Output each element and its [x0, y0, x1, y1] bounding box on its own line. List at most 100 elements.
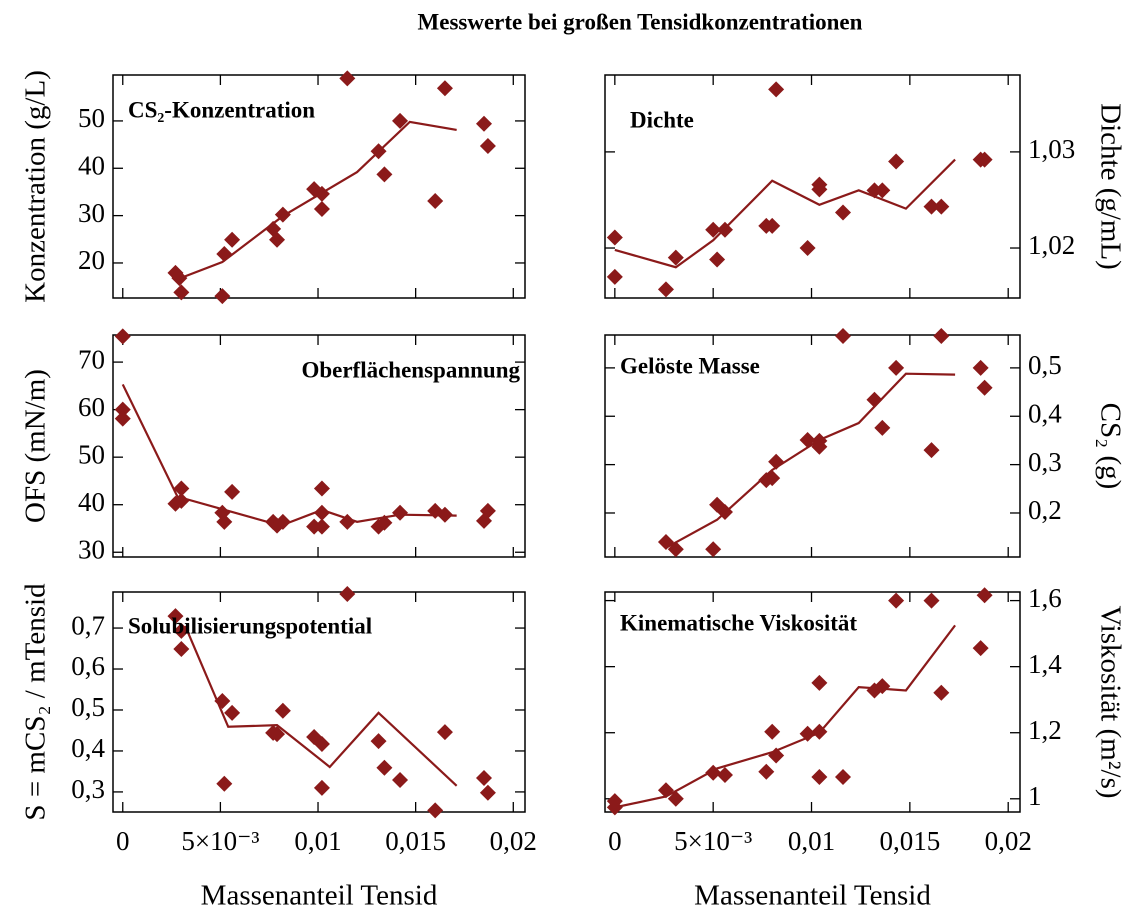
data-point [705, 221, 722, 238]
data-point [976, 379, 993, 396]
data-point [764, 217, 781, 234]
data-point [811, 674, 828, 691]
data-point [709, 251, 726, 268]
data-point [657, 281, 674, 298]
data-point [933, 684, 950, 701]
data-point [874, 182, 891, 199]
y-tick-label: 40 [78, 487, 105, 517]
plot-frame [112, 334, 526, 558]
data-point [888, 592, 905, 609]
x-tick-label: 0,01 [294, 826, 341, 856]
panel-annotation: Oberflächenspannung [301, 357, 520, 382]
data-point [811, 181, 828, 198]
data-point [933, 327, 950, 344]
y-tick-label: 40 [78, 150, 105, 180]
plot-frame [604, 74, 1021, 299]
y-tick-label: 0,4 [1028, 398, 1062, 428]
fit-line [614, 624, 956, 809]
y-axis-label: OFS (mN/m) [20, 369, 52, 523]
y-tick-label: 0,5 [1028, 350, 1062, 380]
data-point [479, 502, 496, 519]
data-point [339, 586, 356, 603]
data-point [269, 726, 286, 743]
data-point [976, 587, 993, 604]
fit-line [665, 372, 956, 549]
data-point [167, 608, 184, 625]
data-point [392, 112, 409, 129]
data-point [376, 759, 393, 776]
data-point [370, 733, 387, 750]
data-point [834, 204, 851, 221]
panel-annotation: Gelöste Masse [620, 353, 760, 378]
data-point [173, 640, 190, 657]
data-point [799, 725, 816, 742]
x-tick-label: 0 [116, 826, 130, 856]
x-tick-label: 0,015 [879, 826, 940, 856]
x-tick-label: 5×10⁻³ [674, 826, 752, 856]
x-axis-label: Massenanteil Tensid [694, 880, 931, 912]
y-axis-label: S = mCS₂ / mTensid [20, 583, 52, 821]
x-axis-label: Massenanteil Tensid [201, 880, 438, 912]
data-point [313, 480, 330, 497]
y-tick-label: 0,7 [71, 610, 105, 640]
data-point [933, 198, 950, 215]
x-tick-label: 0 [608, 826, 622, 856]
data-point [606, 229, 623, 246]
data-point [269, 231, 286, 248]
data-point [475, 115, 492, 132]
plot-frame [604, 334, 1021, 558]
data-point [834, 768, 851, 785]
data-point [224, 483, 241, 500]
data-point [972, 640, 989, 657]
panel-annotation: Dichte [630, 107, 694, 132]
data-point [764, 723, 781, 740]
plot-frame [112, 74, 526, 299]
y-tick-label: 60 [78, 392, 105, 422]
data-point [758, 763, 775, 780]
data-point [716, 767, 733, 784]
data-point [768, 81, 785, 98]
data-point [376, 166, 393, 183]
data-point [114, 328, 131, 345]
data-point [313, 518, 330, 535]
y-tick-label: 0,4 [71, 733, 105, 763]
data-point [313, 779, 330, 796]
data-point [976, 151, 993, 168]
y-tick-label: 0,3 [71, 774, 105, 804]
y-tick-label: 30 [78, 198, 105, 228]
data-point [606, 268, 623, 285]
fit-line [614, 158, 956, 269]
data-point [834, 327, 851, 344]
data-point [427, 192, 444, 209]
y-axis-label: Dichte (g/mL) [1094, 103, 1126, 270]
data-point [392, 504, 409, 521]
data-point [214, 288, 231, 305]
x-tick-label: 0,02 [985, 826, 1032, 856]
data-point [339, 70, 356, 87]
y-axis-label: CS₂ (g) [1094, 403, 1126, 490]
data-point [436, 80, 453, 97]
y-tick-label: 50 [78, 439, 105, 469]
data-point [427, 802, 444, 819]
y-tick-label: 1,4 [1028, 649, 1062, 679]
data-point [799, 240, 816, 257]
data-point [705, 541, 722, 558]
data-point [667, 249, 684, 266]
y-tick-label: 0,6 [71, 651, 105, 681]
x-tick-label: 0,02 [490, 826, 537, 856]
x-tick-label: 0,015 [385, 826, 446, 856]
y-tick-label: 0,3 [1028, 447, 1062, 477]
data-point [811, 768, 828, 785]
x-tick-label: 0,01 [788, 826, 835, 856]
y-tick-label: 0,2 [1028, 495, 1062, 525]
data-point [667, 790, 684, 807]
data-point [874, 419, 891, 436]
data-point [114, 401, 131, 418]
data-point [923, 442, 940, 459]
panel-annotation: CS₂-Konzentration [128, 97, 315, 122]
data-point [216, 775, 233, 792]
data-point [888, 153, 905, 170]
y-tick-label: 1 [1028, 781, 1042, 811]
